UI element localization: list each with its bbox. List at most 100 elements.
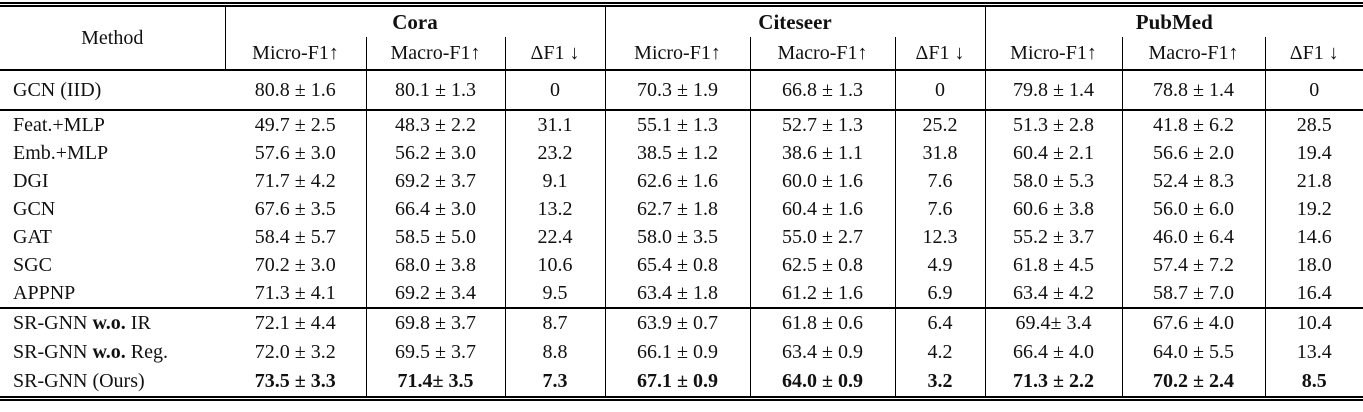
value-cell: 60.6 ± 3.8 — [984, 195, 1123, 223]
value-cell: 52.7 ± 1.3 — [749, 110, 895, 139]
value-cell: 19.2 — [1264, 195, 1363, 223]
method-cell: GCN (IID) — [0, 70, 225, 111]
value-cell: 63.4 ± 0.9 — [749, 338, 895, 367]
col-header-method: Method — [0, 7, 226, 71]
value-cell: 7.6 — [894, 195, 986, 223]
value-cell: 48.3 ± 2.2 — [365, 110, 505, 139]
value-cell: 69.2 ± 3.4 — [365, 279, 505, 309]
method-cell: SGC — [0, 251, 225, 279]
value-cell: 12.3 — [894, 223, 986, 251]
value-cell: 10.4 — [1264, 308, 1363, 338]
table-row: SR-GNN w.o. Reg. 72.0 ± 3.2 69.5 ± 3.7 8.8 6… — [0, 338, 1363, 367]
value-cell: 8.7 — [504, 308, 605, 338]
value-cell: 66.4 ± 4.0 — [984, 338, 1123, 367]
value-cell: 63.4 ± 1.8 — [604, 279, 750, 309]
value-cell: 56.0 ± 6.0 — [1121, 195, 1266, 223]
method-cell: Feat.+MLP — [0, 110, 225, 139]
value-cell: 58.0 ± 3.5 — [604, 223, 750, 251]
value-cell: 52.4 ± 8.3 — [1121, 167, 1266, 195]
value-cell: 68.0 ± 3.8 — [365, 251, 505, 279]
value-cell: 61.2 ± 1.6 — [749, 279, 895, 309]
method-label-part: DGI — [13, 169, 49, 192]
value-cell: 23.2 — [504, 139, 605, 167]
table-header: Method Cora Citeseer PubMed Micro-F1↑ Macro-F… — [0, 7, 1363, 71]
value-cell: 57.4 ± 7.2 — [1121, 251, 1266, 279]
table-row: GAT 58.4 ± 5.7 58.5 ± 5.0 22.4 58.0 ± 3.5 55.… — [0, 223, 1363, 251]
value-cell: 55.0 ± 2.7 — [749, 223, 895, 251]
group-header-cora: Cora — [392, 9, 438, 34]
value-cell: 58.4 ± 5.7 — [254, 225, 336, 248]
method-cell: SR-GNN w.o. IR — [0, 308, 225, 338]
value-cell: 60.4 ± 1.6 — [749, 195, 895, 223]
col-header-citeseer-micro-f1: Micro-F1↑ — [604, 37, 750, 71]
value-cell: 3.2 — [894, 367, 986, 396]
value-cell: 0 — [1264, 70, 1363, 111]
value-cell: 28.5 — [1264, 110, 1363, 139]
value-cell: 6.9 — [894, 279, 986, 309]
value-cell: 71.3 ± 2.2 — [984, 367, 1123, 396]
value-cell: 63.4 ± 4.2 — [984, 279, 1123, 309]
method-cell: GCN — [0, 195, 225, 223]
value-cell: 61.8 ± 4.5 — [984, 251, 1123, 279]
value-cell: 4.2 — [894, 338, 986, 367]
method-cell: SR-GNN w.o. Reg. — [0, 338, 225, 367]
value-cell: 41.8 ± 6.2 — [1121, 110, 1266, 139]
value-cell: 64.0 ± 0.9 — [749, 367, 895, 396]
value-cell: 31.1 — [504, 110, 605, 139]
value-cell: 56.6 ± 2.0 — [1121, 139, 1266, 167]
value-cell: 66.4 ± 3.0 — [365, 195, 505, 223]
table-row: APPNP 71.3 ± 4.1 69.2 ± 3.4 9.5 63.4 ± 1.8 61… — [0, 279, 1363, 309]
value-cell: 58.0 ± 5.3 — [984, 167, 1123, 195]
value-cell: 70.3 ± 1.9 — [604, 70, 750, 111]
value-cell: 72.1 ± 4.4 — [254, 312, 336, 334]
value-cell: 7.3 — [504, 367, 605, 396]
table-row: Feat.+MLP 49.7 ± 2.5 48.3 ± 2.2 31.1 55.1 ± … — [0, 110, 1363, 139]
table-body: GCN (IID) 80.8 ± 1.6 80.1 ± 1.3 0 70.3 ± 1.9… — [0, 70, 1363, 396]
value-cell: 9.1 — [504, 167, 605, 195]
col-header-cora-micro-f1: Micro-F1↑ — [225, 37, 366, 71]
value-cell: 58.5 ± 5.0 — [365, 223, 505, 251]
value-cell: 49.7 ± 2.5 — [254, 113, 336, 136]
value-cell: 8.8 — [504, 338, 605, 367]
value-cell: 71.4± 3.5 — [365, 367, 505, 396]
table-row: SGC 70.2 ± 3.0 68.0 ± 3.8 10.6 65.4 ± 0.8 62.… — [0, 251, 1363, 279]
method-cell: APPNP — [0, 279, 225, 309]
method-label-part: Reg. — [125, 341, 169, 363]
col-header-pubmed-macro-f1: Macro-F1↑ — [1121, 37, 1266, 71]
method-label-part: SR-GNN — [13, 312, 93, 334]
value-cell: 80.1 ± 1.3 — [365, 70, 505, 111]
value-cell: 18.0 — [1264, 251, 1363, 279]
value-cell: 79.8 ± 1.4 — [984, 70, 1123, 111]
value-cell: 70.2 ± 3.0 — [254, 253, 336, 276]
value-cell: 55.1 ± 1.3 — [604, 110, 750, 139]
value-cell: 10.6 — [504, 251, 605, 279]
value-cell: 62.6 ± 1.6 — [604, 167, 750, 195]
table-row: GCN (IID) 80.8 ± 1.6 80.1 ± 1.3 0 70.3 ± 1.9… — [0, 70, 1363, 111]
value-cell: 69.8 ± 3.7 — [365, 308, 505, 338]
method-cell: SR-GNN (Ours) — [0, 367, 225, 396]
value-cell: 69.4± 3.4 — [984, 308, 1123, 338]
value-cell: 13.4 — [1264, 338, 1363, 367]
col-header-pubmed-delta-f1: ΔF1 ↓ — [1264, 37, 1363, 71]
value-cell: 67.6 ± 3.5 — [254, 197, 336, 220]
table-row: SR-GNN (Ours) 73.5 ± 3.3 71.4± 3.5 7.3 67.1 … — [0, 367, 1363, 396]
value-cell: 58.7 ± 7.0 — [1121, 279, 1266, 309]
value-cell: 0 — [894, 70, 986, 111]
method-label-part: SGC — [13, 253, 52, 276]
value-cell: 67.6 ± 4.0 — [1121, 308, 1266, 338]
col-header-citeseer-delta-f1: ΔF1 ↓ — [894, 37, 986, 71]
value-cell: 62.7 ± 1.8 — [604, 195, 750, 223]
value-cell: 66.8 ± 1.3 — [749, 70, 895, 111]
value-cell: 19.4 — [1264, 139, 1363, 167]
table-frame: Method Cora Citeseer PubMed Micro-F1↑ Macro-F… — [0, 2, 1363, 401]
value-cell: 69.5 ± 3.7 — [365, 338, 505, 367]
value-cell: 63.9 ± 0.7 — [604, 308, 750, 338]
col-header-pubmed-micro-f1: Micro-F1↑ — [984, 37, 1123, 71]
col-header-cora-delta-f1: ΔF1 ↓ — [504, 37, 605, 71]
value-cell: 21.8 — [1264, 167, 1363, 195]
method-cell: DGI — [0, 167, 225, 195]
value-cell: 71.3 ± 4.1 — [225, 279, 366, 309]
value-cell: 72.0 ± 3.2 — [254, 341, 336, 363]
value-cell: 80.8 ± 1.6 — [225, 70, 366, 111]
value-cell: 64.0 ± 5.5 — [1121, 338, 1266, 367]
